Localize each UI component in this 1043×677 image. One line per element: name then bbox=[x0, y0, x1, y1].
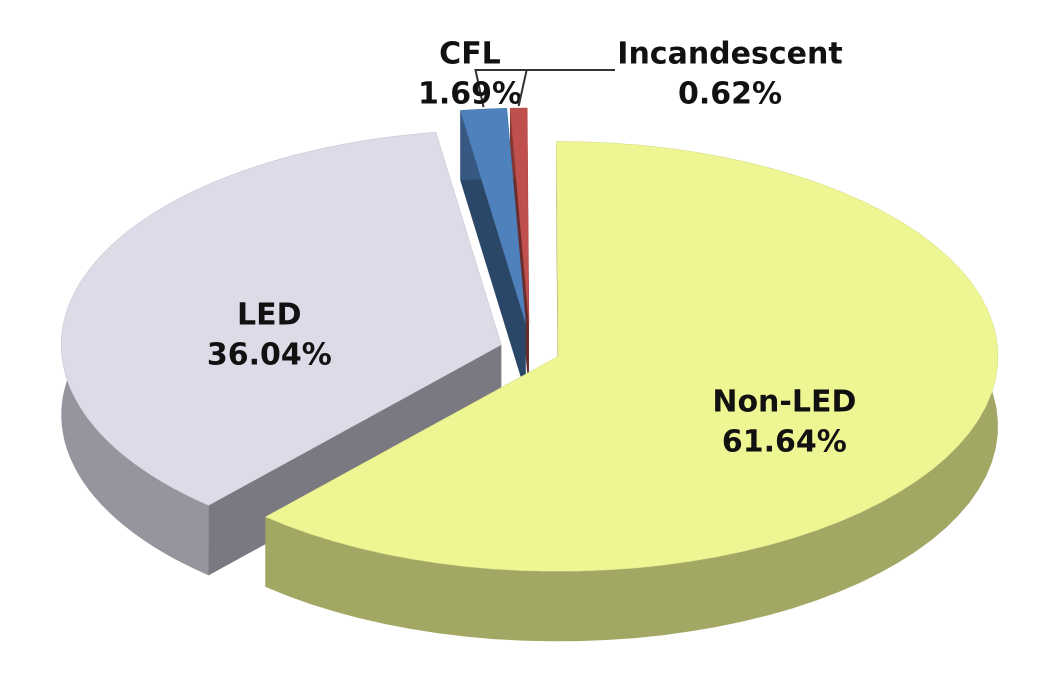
slice-top bbox=[509, 107, 530, 324]
slice-top bbox=[264, 141, 999, 572]
slice bbox=[459, 108, 526, 394]
slice-label: LED bbox=[237, 298, 302, 333]
leader-line bbox=[517, 69, 615, 107]
slice-label: Incandescent bbox=[617, 37, 842, 72]
slice-top bbox=[61, 131, 502, 506]
slice-side bbox=[265, 141, 998, 642]
slice-wall bbox=[460, 110, 526, 394]
slice-value-label: 0.62% bbox=[678, 77, 782, 112]
slice-value-label: 1.69% bbox=[418, 77, 522, 112]
slice-value-label: 61.64% bbox=[722, 425, 847, 460]
slice bbox=[264, 141, 999, 642]
slice-label: Non-LED bbox=[712, 385, 856, 420]
slice-value-label: 36.04% bbox=[207, 338, 332, 373]
slice-top bbox=[459, 108, 526, 324]
slice-label: CFL bbox=[439, 37, 501, 72]
